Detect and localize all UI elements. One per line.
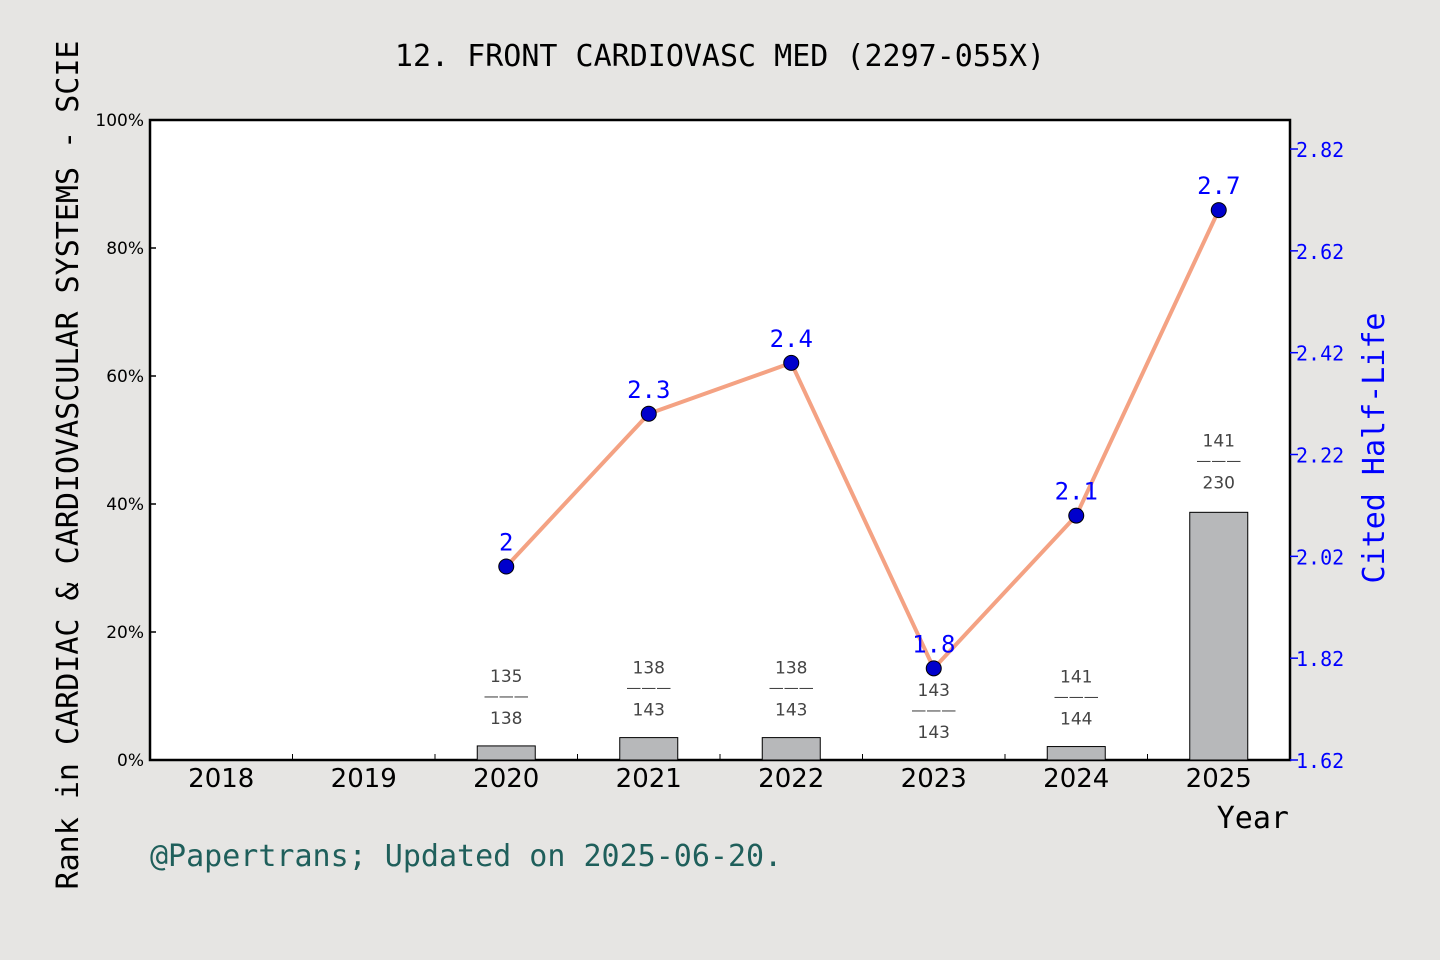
y-tick-label: 100% bbox=[95, 111, 144, 131]
y2-tick-label: 2.22 bbox=[1296, 444, 1344, 468]
line-point-label: 2.1 bbox=[1055, 478, 1098, 506]
bar-rank-label: 138 bbox=[775, 659, 807, 679]
line-series bbox=[504, 209, 1221, 671]
bar-total-label: 143 bbox=[918, 723, 950, 743]
bar-total-label: 230 bbox=[1203, 473, 1235, 493]
footer-credit: @Papertrans; Updated on 2025-06-20. bbox=[150, 839, 782, 874]
left-axis: 0% 20% 40% 60% 80% 100% bbox=[95, 111, 156, 771]
y2-tick-label: 2.62 bbox=[1296, 240, 1344, 264]
bar-divider: ——— bbox=[484, 687, 529, 705]
bar-total-label: 138 bbox=[490, 709, 522, 729]
y-tick-label: 40% bbox=[106, 495, 144, 515]
bar-total-label: 144 bbox=[1060, 710, 1092, 730]
line-point bbox=[1210, 202, 1227, 219]
bar bbox=[476, 745, 536, 761]
bar-rank-label: 141 bbox=[1203, 431, 1235, 451]
x-tick-label: 2019 bbox=[331, 764, 397, 794]
bar-divider: ——— bbox=[911, 701, 956, 719]
line-point bbox=[640, 405, 657, 422]
bar-divider: ——— bbox=[1054, 688, 1099, 706]
y2-tick-label: 2.82 bbox=[1296, 138, 1344, 162]
line-point-label: 2.3 bbox=[627, 376, 670, 404]
bar-total-label: 143 bbox=[633, 701, 665, 721]
x-tick-label: 2022 bbox=[758, 764, 824, 794]
x-tick-label: 2023 bbox=[901, 764, 967, 794]
line-layer: 2 2.3 2.4 1.8 2.1 2.7 bbox=[498, 172, 1240, 677]
bar bbox=[619, 737, 679, 761]
bar bbox=[1189, 511, 1249, 761]
line-point bbox=[783, 354, 800, 371]
y2-tick-label: 1.82 bbox=[1296, 647, 1344, 671]
bars-layer: 135———138138———143138———143143———143141—… bbox=[476, 431, 1249, 761]
line-point bbox=[1068, 507, 1085, 524]
bar-rank-label: 135 bbox=[490, 667, 522, 687]
right-axis: 1.62 1.82 2.02 2.22 2.42 2.62 2.82 bbox=[1290, 138, 1344, 773]
bar-total-label: 143 bbox=[775, 701, 807, 721]
line-point bbox=[925, 660, 942, 677]
y-tick-label: 20% bbox=[106, 623, 144, 643]
y2-tick-label: 2.02 bbox=[1296, 545, 1344, 569]
line-point-label: 2.4 bbox=[770, 325, 813, 353]
bar bbox=[761, 737, 821, 761]
y2-axis-label: Cited Half-Life bbox=[1357, 313, 1392, 584]
bar-divider: ——— bbox=[1196, 451, 1241, 469]
y2-tick-label: 1.62 bbox=[1296, 749, 1344, 773]
bar bbox=[1046, 746, 1106, 761]
line-point-label: 1.8 bbox=[912, 630, 955, 658]
y-tick-label: 80% bbox=[106, 239, 144, 259]
x-tick-label: 2021 bbox=[616, 764, 682, 794]
y-axis-label: Rank in CARDIAC & CARDIOVASCULAR SYSTEMS… bbox=[51, 41, 86, 890]
line-point-label: 2 bbox=[499, 529, 513, 557]
bar-divider: ——— bbox=[769, 679, 814, 697]
x-axis: 2018 2019 2020 2021 2022 2023 2024 2025 bbox=[188, 754, 1252, 794]
plot-area bbox=[148, 118, 1292, 762]
y2-tick-label: 2.42 bbox=[1296, 342, 1344, 366]
x-tick-label: 2020 bbox=[473, 764, 539, 794]
line-point bbox=[498, 558, 515, 575]
y-tick-label: 60% bbox=[106, 367, 144, 387]
bar-divider: ——— bbox=[626, 679, 671, 697]
y-tick-label: 0% bbox=[117, 751, 144, 771]
bar-rank-label: 138 bbox=[633, 659, 665, 679]
x-tick-label: 2024 bbox=[1043, 764, 1109, 794]
x-tick-label: 2025 bbox=[1186, 764, 1252, 794]
bar-rank-label: 141 bbox=[1060, 668, 1092, 688]
line-point-label: 2.7 bbox=[1197, 172, 1240, 200]
bar-rank-label: 143 bbox=[918, 681, 950, 701]
chart-title: 12. FRONT CARDIOVASC MED (2297-055X) bbox=[395, 39, 1045, 74]
x-tick-label: 2018 bbox=[188, 764, 254, 794]
x-axis-label: Year bbox=[1217, 801, 1289, 836]
